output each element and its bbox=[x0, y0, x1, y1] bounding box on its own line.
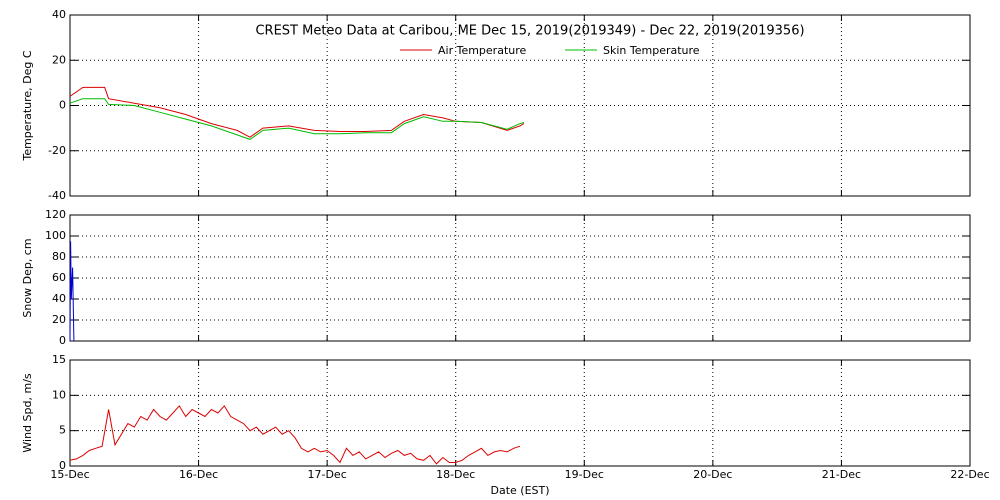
y-tick-label: 40 bbox=[52, 292, 66, 305]
y-tick-label: 20 bbox=[52, 53, 66, 66]
y-axis-label: Temperature, Deg C bbox=[21, 50, 34, 161]
legend-label: Skin Temperature bbox=[603, 44, 700, 57]
x-tick-label: 21-Dec bbox=[822, 468, 861, 481]
plot-frame bbox=[69, 359, 971, 467]
series-line bbox=[69, 241, 75, 342]
y-tick-label: 60 bbox=[52, 271, 66, 284]
x-tick-label: 22-Dec bbox=[950, 468, 989, 481]
y-tick-label: 5 bbox=[59, 424, 66, 437]
x-tick-label: 19-Dec bbox=[565, 468, 604, 481]
y-tick-label: -20 bbox=[48, 144, 66, 157]
y-tick-label: 100 bbox=[45, 229, 66, 242]
y-axis-label: Wind Spd, m/s bbox=[21, 373, 34, 453]
series-line bbox=[69, 405, 521, 465]
y-tick-label: 15 bbox=[52, 353, 66, 366]
legend-label: Air Temperature bbox=[438, 44, 527, 57]
y-tick-label: 80 bbox=[52, 250, 66, 263]
y-tick-label: 0 bbox=[59, 459, 66, 472]
series-line bbox=[69, 98, 525, 140]
x-tick-label: 17-Dec bbox=[308, 468, 347, 481]
y-tick-label: 40 bbox=[52, 8, 66, 21]
y-tick-label: -40 bbox=[48, 189, 66, 202]
x-tick-label: 20-Dec bbox=[693, 468, 732, 481]
y-tick-label: 10 bbox=[52, 388, 66, 401]
x-tick-label: 18-Dec bbox=[436, 468, 475, 481]
y-tick-label: 20 bbox=[52, 313, 66, 326]
x-tick-label: 16-Dec bbox=[179, 468, 218, 481]
y-tick-label: 0 bbox=[59, 99, 66, 112]
y-axis-label: Snow Dep, cm bbox=[21, 238, 34, 317]
x-tick-label: 15-Dec bbox=[50, 468, 89, 481]
chart-title: CREST Meteo Data at Caribou, ME Dec 15, … bbox=[255, 24, 804, 39]
y-tick-label: 0 bbox=[59, 334, 66, 347]
x-axis-label: Date (EST) bbox=[490, 484, 549, 497]
y-tick-label: 120 bbox=[45, 208, 66, 221]
